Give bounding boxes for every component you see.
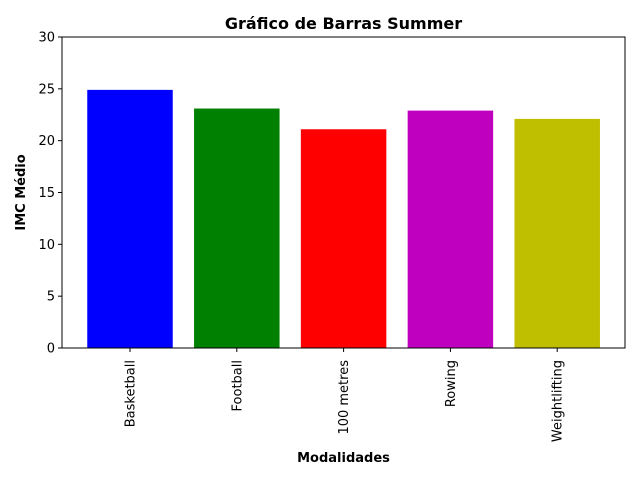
y-tick-label: 15 bbox=[38, 186, 55, 201]
bar-football bbox=[194, 108, 280, 348]
chart-title: Gráfico de Barras Summer bbox=[225, 14, 462, 33]
x-tick-label: 100 metres bbox=[337, 360, 352, 435]
x-tick-label: Rowing bbox=[444, 360, 459, 407]
x-tick-label: Basketball bbox=[124, 360, 139, 427]
y-tick-label: 25 bbox=[38, 82, 55, 97]
bar-weightlifting bbox=[514, 118, 600, 348]
y-axis-ticks: 0 5 10 15 20 25 30 bbox=[38, 31, 62, 357]
bar-100-metres bbox=[300, 129, 387, 348]
plot-frame bbox=[61, 36, 626, 349]
x-tick-label: Football bbox=[230, 360, 245, 411]
y-tick-label: 5 bbox=[47, 290, 55, 305]
bars bbox=[87, 89, 600, 349]
bar-rowing bbox=[407, 110, 494, 348]
x-axis-label: Modalidades bbox=[297, 451, 390, 466]
bar-basketball bbox=[87, 89, 173, 349]
x-tick-label: Weightlifting bbox=[551, 360, 566, 442]
y-tick-label: 30 bbox=[38, 31, 55, 46]
x-axis-ticks: Basketball Football 100 metres Rowing Weight… bbox=[124, 348, 566, 442]
y-tick-label: 10 bbox=[38, 238, 55, 253]
y-axis-label: IMC Médio bbox=[14, 154, 29, 230]
y-tick-label: 0 bbox=[47, 342, 55, 357]
y-tick-label: 20 bbox=[38, 134, 55, 149]
